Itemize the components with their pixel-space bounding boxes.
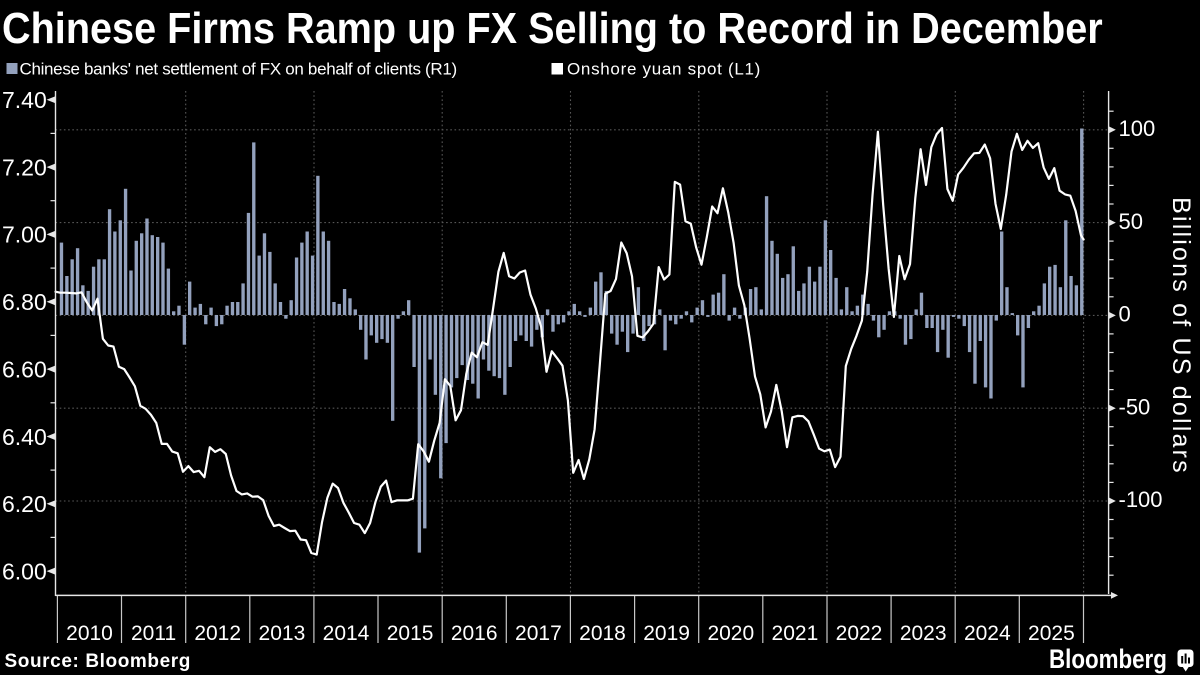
svg-text:2019: 2019 — [643, 622, 690, 645]
svg-text:2015: 2015 — [387, 622, 434, 645]
svg-text:2010: 2010 — [66, 622, 113, 645]
svg-text:2013: 2013 — [259, 622, 306, 645]
svg-text:6.00: 6.00 — [2, 558, 47, 584]
svg-text:50: 50 — [1119, 209, 1143, 234]
svg-text:Chinese banks' net settlement: Chinese banks' net settlement of FX on b… — [20, 60, 457, 79]
svg-text:7.20: 7.20 — [2, 154, 47, 180]
svg-text:0: 0 — [1119, 302, 1131, 327]
svg-text:6.20: 6.20 — [2, 491, 47, 517]
svg-text:7.00: 7.00 — [2, 222, 47, 248]
svg-text:2022: 2022 — [836, 622, 883, 645]
svg-text:2017: 2017 — [515, 622, 562, 645]
svg-text:Bloomberg: Bloomberg — [1049, 645, 1167, 674]
svg-text:-50: -50 — [1119, 394, 1151, 419]
svg-text:2025: 2025 — [1028, 622, 1075, 645]
svg-text:2014: 2014 — [323, 622, 370, 645]
svg-text:7.40: 7.40 — [2, 87, 47, 113]
svg-text:2024: 2024 — [964, 622, 1011, 645]
svg-text:6.60: 6.60 — [2, 356, 47, 382]
svg-text:2012: 2012 — [194, 622, 241, 645]
svg-text:2011: 2011 — [131, 622, 176, 645]
svg-text:2016: 2016 — [451, 622, 498, 645]
svg-text:6.80: 6.80 — [2, 289, 47, 315]
svg-text:-100: -100 — [1119, 487, 1163, 512]
svg-text:2021: 2021 — [772, 622, 819, 645]
svg-text:Billions of US dollars: Billions of US dollars — [1167, 197, 1195, 475]
svg-text:6.40: 6.40 — [2, 424, 47, 450]
svg-text:Chinese Firms Ramp up FX Selli: Chinese Firms Ramp up FX Selling to Reco… — [2, 3, 1103, 52]
svg-text:Onshore yuan spot (L1): Onshore yuan spot (L1) — [567, 60, 761, 79]
svg-text:2023: 2023 — [900, 622, 947, 645]
svg-text:2018: 2018 — [579, 622, 626, 645]
svg-text:2020: 2020 — [707, 622, 754, 645]
svg-text:Source: Bloomberg: Source: Bloomberg — [5, 651, 192, 672]
svg-text:100: 100 — [1119, 116, 1156, 141]
